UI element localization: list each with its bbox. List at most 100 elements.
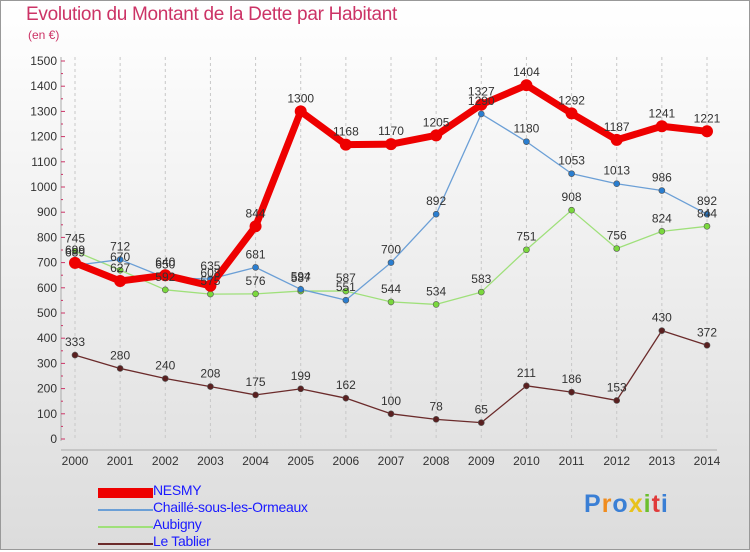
data-label: 640: [155, 255, 175, 269]
data-point: [387, 259, 395, 266]
data-label: 1290: [468, 94, 495, 108]
data-point: [523, 246, 530, 254]
data-point: [252, 290, 259, 298]
data-label: 208: [200, 367, 220, 381]
data-label: 892: [697, 194, 717, 208]
x-tick-label: 2010: [513, 454, 540, 468]
data-label: 986: [652, 171, 672, 185]
data-label: 1187: [604, 120, 630, 134]
data-point: [701, 125, 713, 138]
data-label: 689: [65, 245, 85, 259]
legend-label: Chaillé-sous-les-Ormeaux: [153, 499, 308, 515]
data-point: [477, 110, 485, 118]
data-label: 1327: [468, 85, 495, 99]
data-point: [342, 287, 350, 295]
y-tick-label: 100: [37, 407, 57, 421]
data-label: 576: [246, 274, 266, 288]
legend-swatch: [98, 509, 153, 511]
data-label: 175: [246, 375, 266, 389]
data-label: 1013: [603, 164, 630, 178]
data-point: [613, 397, 621, 404]
legend-swatch: [98, 543, 153, 545]
y-tick-label: 1300: [30, 104, 57, 118]
data-point: [385, 138, 397, 151]
data-label: 153: [607, 380, 627, 394]
data-point: [520, 79, 533, 92]
data-point: [523, 138, 530, 145]
data-label: 1404: [513, 65, 540, 79]
y-tick-label: 500: [37, 306, 57, 320]
data-label: 1292: [558, 93, 585, 107]
data-label: 670: [110, 250, 130, 264]
data-label: 162: [336, 378, 356, 392]
data-point: [294, 105, 307, 118]
data-label: 908: [562, 190, 582, 204]
data-label: 844: [697, 206, 717, 220]
data-label: 594: [291, 269, 311, 283]
x-tick-label: 2001: [107, 454, 134, 468]
data-label: 699: [65, 243, 85, 257]
data-point: [159, 269, 172, 282]
y-tick-label: 800: [37, 230, 57, 244]
y-tick-label: 1400: [30, 79, 57, 93]
x-tick-label: 2007: [378, 454, 405, 468]
legend-swatch: [98, 488, 153, 498]
data-label: 1300: [287, 91, 314, 105]
data-label: 333: [65, 335, 85, 349]
data-point: [655, 120, 668, 133]
y-tick-label: 300: [37, 356, 57, 370]
data-label: 751: [516, 230, 536, 244]
y-tick-label: 1100: [31, 155, 57, 169]
legend-swatch: [98, 526, 153, 528]
data-label: 844: [246, 206, 266, 220]
data-point: [116, 266, 124, 274]
data-point: [342, 394, 350, 402]
data-point: [658, 228, 666, 235]
x-tick-label: 2003: [197, 454, 224, 468]
chart-unit: (en €): [28, 28, 60, 42]
data-label: 551: [336, 280, 356, 294]
data-label: 78: [429, 399, 443, 413]
data-point: [432, 210, 440, 218]
data-point: [475, 98, 488, 111]
y-tick-label: 900: [37, 205, 57, 219]
data-label: 372: [697, 325, 717, 339]
data-point: [204, 279, 217, 292]
data-label: 627: [110, 261, 130, 275]
data-label: 756: [607, 228, 627, 242]
data-point: [69, 256, 81, 269]
x-tick-label: 2009: [468, 454, 495, 468]
data-point: [297, 385, 305, 393]
y-tick-label: 1200: [30, 130, 57, 144]
data-label: 430: [652, 311, 672, 325]
legend-label: NESMY: [153, 482, 202, 498]
x-tick-label: 2011: [559, 454, 585, 468]
y-tick-label: 0: [50, 432, 57, 446]
data-point: [568, 206, 575, 214]
y-tick-label: 400: [37, 331, 57, 345]
proxiti-logo: Proxiti: [584, 490, 669, 518]
data-point: [610, 133, 623, 146]
data-point: [703, 341, 711, 349]
data-point: [703, 210, 711, 218]
data-point: [252, 264, 259, 271]
data-point: [430, 129, 443, 142]
data-point: [249, 220, 262, 233]
x-tick-label: 2002: [152, 454, 179, 468]
legend-label: Le Tablier: [153, 533, 211, 549]
x-tick-label: 2013: [649, 454, 676, 468]
data-point: [161, 375, 169, 382]
data-point: [71, 247, 79, 255]
data-label: 592: [155, 270, 175, 284]
y-tick-label: 600: [37, 281, 57, 295]
data-point: [432, 416, 440, 423]
data-point: [342, 296, 350, 304]
data-label: 583: [471, 272, 491, 286]
data-label: 186: [562, 372, 582, 386]
data-label: 100: [381, 394, 401, 408]
data-label: 575: [200, 274, 220, 288]
data-point: [339, 138, 352, 151]
data-label: 280: [110, 348, 130, 362]
